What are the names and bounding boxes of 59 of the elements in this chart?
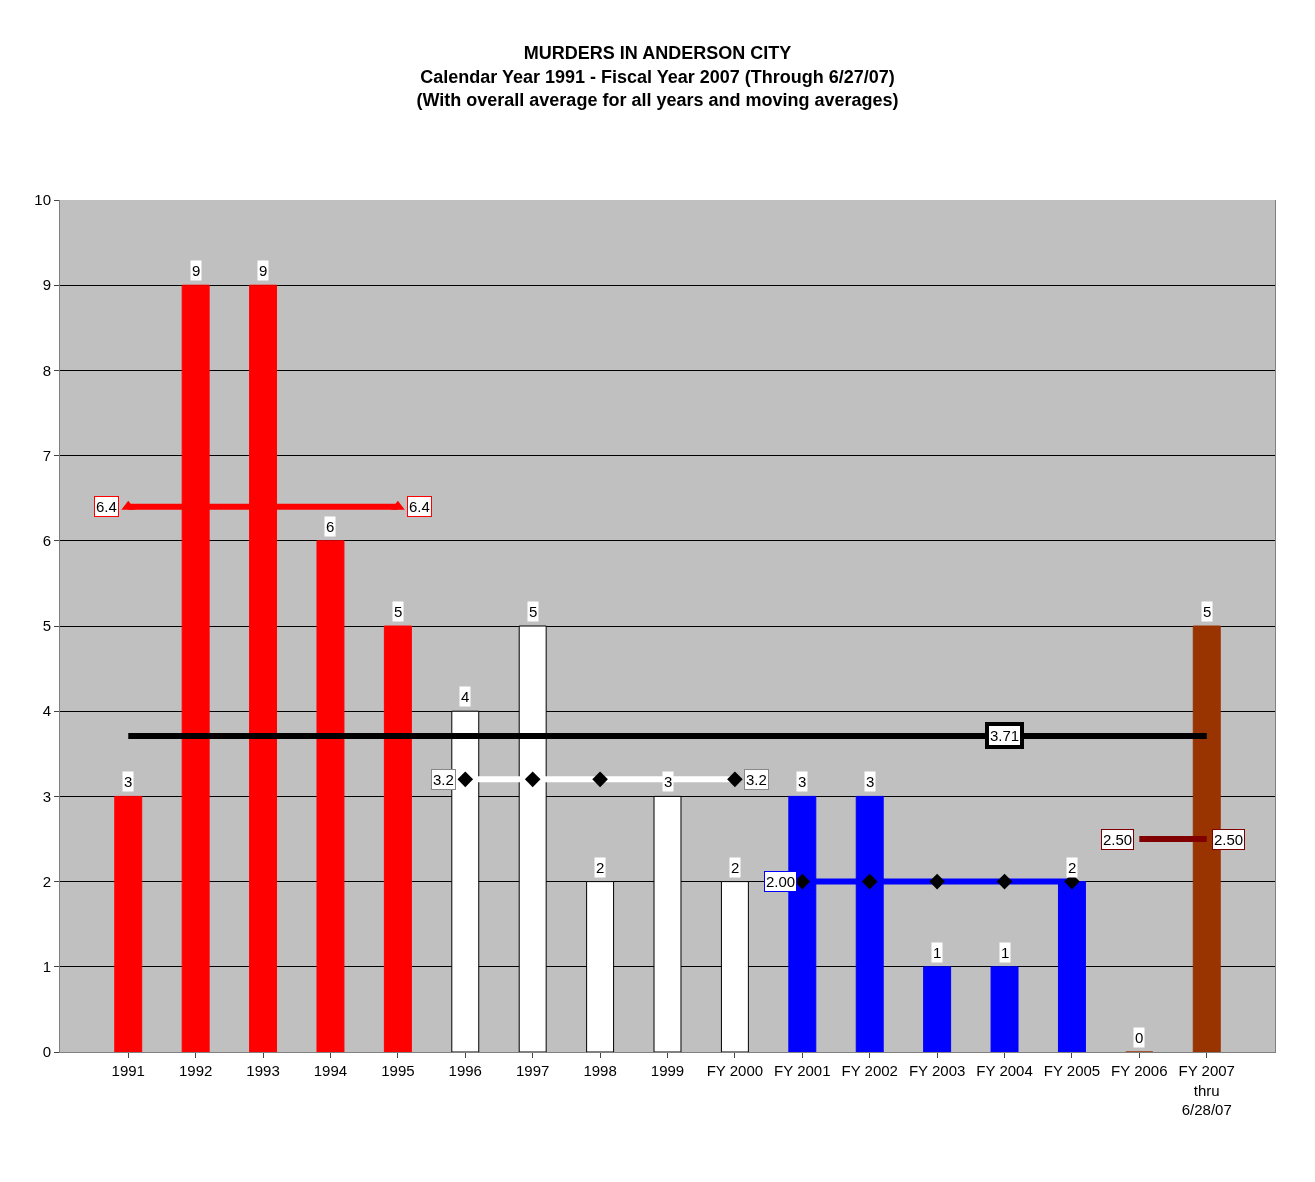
x-tick-label: FY 2006 (1111, 1062, 1168, 1079)
bar (990, 966, 1019, 1052)
data-label: 2 (596, 859, 605, 876)
x-tick-label: 1997 (516, 1062, 550, 1079)
x-tick-label: 1993 (246, 1062, 280, 1079)
y-tick-label: 6 (42, 532, 51, 550)
data-label: 2 (1068, 859, 1077, 876)
chart-title: MURDERS IN ANDERSON CITY (523, 43, 792, 64)
y-tick-label: 0 (42, 1043, 51, 1061)
x-tick-label: 1995 (381, 1062, 415, 1079)
x-tick-label: 1996 (448, 1062, 482, 1079)
y-tick-label: 1 (42, 958, 51, 976)
y-tick-label: 9 (42, 276, 51, 294)
chart-subtitle: Calendar Year 1991 - Fiscal Year 2007 (Through 6/27/07) (With overall average for all years and moving averages) (416, 66, 899, 110)
data-label: 2.50 (1103, 831, 1133, 848)
data-label: 0 (1135, 1029, 1144, 1046)
data-label: 1 (1001, 944, 1010, 961)
data-label: 9 (259, 262, 268, 279)
data-label: 1 (933, 944, 942, 961)
x-tick-label: FY 2004 (976, 1062, 1033, 1079)
data-label: 5 (529, 603, 538, 620)
data-label: 2.50 (1214, 831, 1244, 848)
y-tick-label: 10 (34, 191, 51, 209)
x-tick-label: 1992 (178, 1062, 213, 1079)
x-tick-label: FY 2005 (1043, 1062, 1101, 1079)
data-label: 3.2 (433, 771, 454, 788)
data-label: 6.4 (409, 498, 430, 515)
data-label: 3 (866, 773, 875, 790)
bar (383, 625, 412, 1052)
data-label: 3.2 (746, 771, 767, 788)
y-tick-label: 4 (42, 702, 51, 720)
data-label: 5 (1203, 603, 1212, 620)
data-label: 3 (664, 773, 673, 790)
x-tick-label: FY 2000 (706, 1062, 764, 1079)
bar (114, 795, 143, 1052)
data-label: 2.00 (766, 873, 796, 890)
data-label: 5 (394, 603, 403, 620)
x-tick-label: FY 2001 (774, 1062, 831, 1079)
data-label: 2 (731, 859, 740, 876)
y-tick-label: 3 (42, 787, 51, 805)
data-label: 6.4 (96, 498, 117, 515)
data-label: 6 (326, 518, 335, 535)
data-label: 3 (798, 773, 807, 790)
y-tick-label: 2 (42, 872, 51, 890)
x-tick-label: FY 2002 (841, 1062, 898, 1079)
y-tick-label: 5 (42, 617, 51, 635)
x-tick-label: FY 2007 thru 6/28/07 (1178, 1062, 1235, 1118)
bar (923, 966, 952, 1052)
x-tick-label: 1998 (583, 1062, 617, 1079)
data-label: 4 (461, 688, 470, 705)
x-tick-label: 1994 (313, 1062, 348, 1079)
y-tick-label: 7 (42, 446, 51, 464)
x-tick-label: FY 2003 (908, 1062, 966, 1079)
data-label: 9 (192, 262, 201, 279)
y-tick-label: 8 (42, 361, 51, 379)
x-tick-label: 1991 (111, 1062, 145, 1079)
bar (316, 540, 345, 1052)
x-tick-label: 1999 (650, 1062, 685, 1079)
data-label: 3 (124, 773, 133, 790)
